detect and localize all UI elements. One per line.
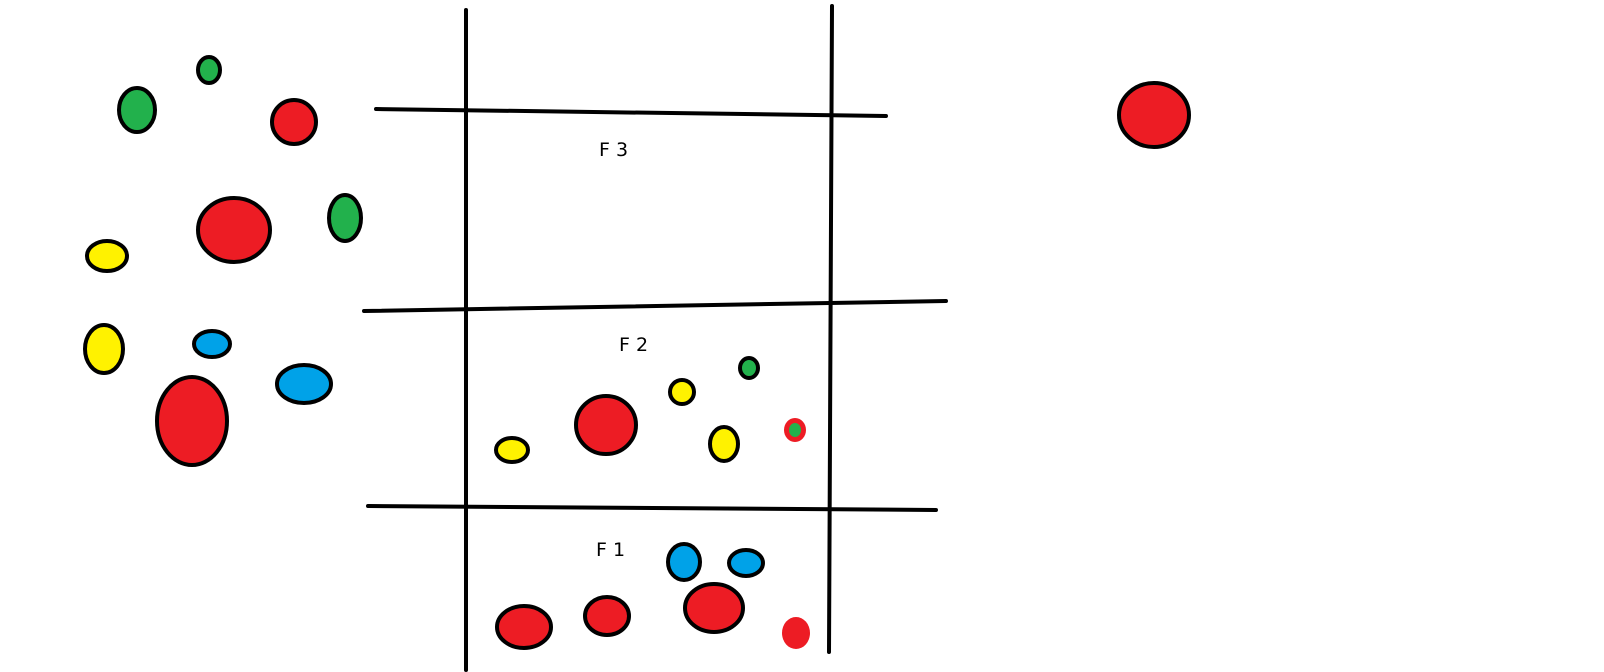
ball-blue <box>275 363 333 405</box>
ball-blue <box>666 542 702 582</box>
ball-yellow <box>83 323 125 375</box>
floor-2-label: F 2 <box>619 334 648 356</box>
floor-3-label: F 3 <box>599 139 628 161</box>
floor-3-top-line <box>374 107 888 118</box>
ball-red-green-inner <box>789 423 801 437</box>
floor-1-top-line <box>366 504 938 512</box>
ball-yellow <box>668 378 696 406</box>
floor-2-balls <box>494 356 760 464</box>
ball-red <box>196 196 272 264</box>
ball-yellow <box>494 436 530 464</box>
ball-red-green <box>784 418 806 442</box>
ball-yellow <box>85 239 129 273</box>
ball-red <box>270 98 318 146</box>
ball-yellow <box>708 425 740 463</box>
ball-red <box>495 604 553 650</box>
ball-red <box>583 595 631 637</box>
ball-green <box>196 55 222 85</box>
building-frame <box>362 4 948 672</box>
outside-balls <box>83 55 363 467</box>
ball-red-no-outline <box>782 617 810 649</box>
isolated-red-ball <box>1117 81 1191 149</box>
floor-1-balls <box>495 542 765 650</box>
floor-1-label: F 1 <box>596 539 625 561</box>
ball-blue <box>727 548 765 578</box>
ball-blue <box>192 329 232 359</box>
ball-green <box>117 86 157 134</box>
ball-green <box>738 356 760 380</box>
ball-red <box>683 582 745 634</box>
ball-green <box>327 193 363 243</box>
ball-red <box>155 375 229 467</box>
floor-2-top-line <box>362 299 948 313</box>
ball-red <box>574 394 638 456</box>
building-right-wall <box>827 4 834 654</box>
